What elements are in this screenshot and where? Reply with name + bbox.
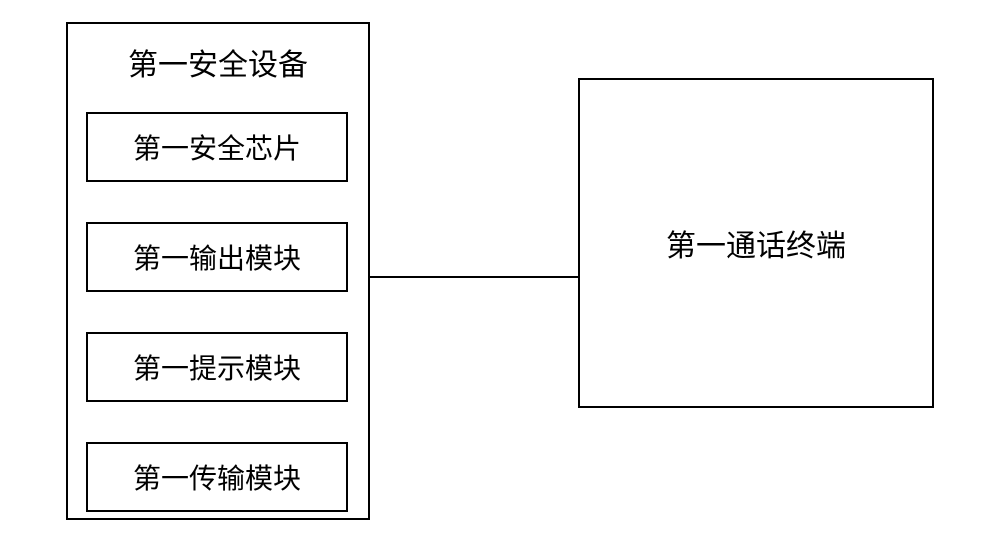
module-label-0: 第一安全芯片: [133, 127, 301, 167]
left-container-title: 第一安全设备: [66, 40, 370, 84]
module-label-2: 第一提示模块: [133, 347, 301, 387]
module-label-1: 第一输出模块: [133, 237, 301, 277]
right-box-label: 第一通话终端: [666, 221, 846, 265]
right-box: 第一通话终端: [578, 78, 934, 408]
module-label-3: 第一传输模块: [133, 457, 301, 497]
module-box-3: 第一传输模块: [86, 442, 348, 512]
diagram-canvas: 第一安全设备 第一安全芯片 第一输出模块 第一提示模块 第一传输模块 第一通话终…: [0, 0, 1000, 545]
module-box-1: 第一输出模块: [86, 222, 348, 292]
connector-line: [370, 276, 578, 278]
module-box-2: 第一提示模块: [86, 332, 348, 402]
module-box-0: 第一安全芯片: [86, 112, 348, 182]
